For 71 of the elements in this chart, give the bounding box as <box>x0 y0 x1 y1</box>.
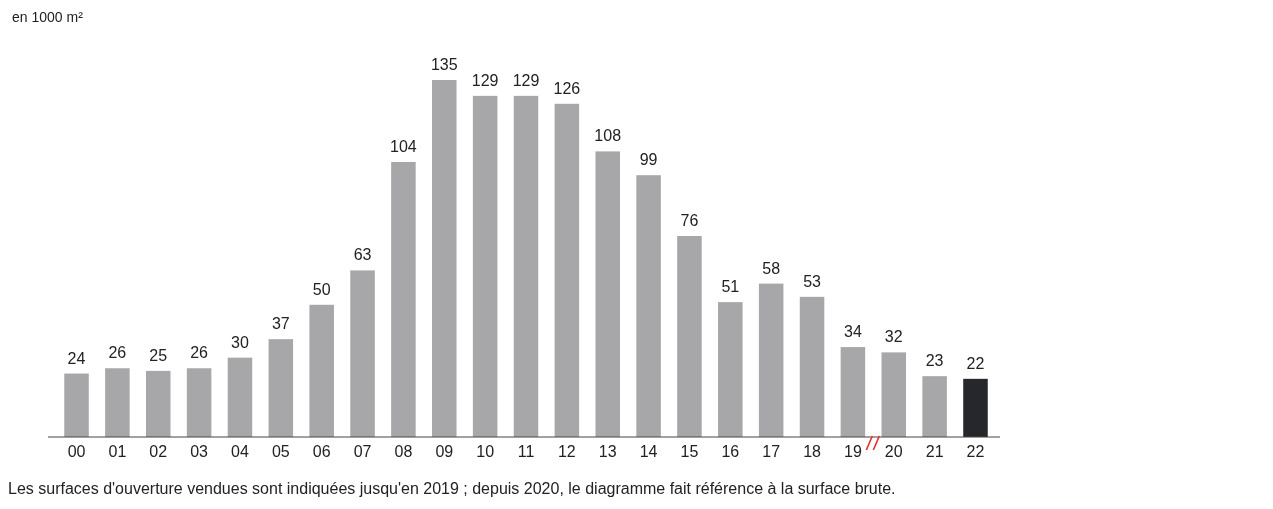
data-label: 104 <box>390 137 417 155</box>
bar <box>963 378 988 437</box>
bar <box>513 95 539 437</box>
x-tick-label: 20 <box>884 443 903 461</box>
x-tick-label: 06 <box>312 443 331 461</box>
x-tick-label: 12 <box>557 443 576 461</box>
text: Les surfaces d'ouverture vendues sont indiquées jusqu'en 2019 ; depuis 2020, le diagramme fait référence à la surface brute. <box>8 480 896 497</box>
bar <box>186 368 212 437</box>
data-label: 26 <box>190 344 209 362</box>
bar <box>758 283 784 437</box>
bar <box>432 80 457 437</box>
data-label: 22 <box>966 354 985 372</box>
bar <box>922 376 947 437</box>
data-label: 76 <box>680 212 699 230</box>
x-tick-label: 03 <box>190 443 209 461</box>
data-label: 63 <box>353 246 372 264</box>
x-tick-label: 07 <box>353 443 372 461</box>
data-label: 23 <box>925 352 944 370</box>
bar <box>391 161 416 437</box>
data-label: 129 <box>512 71 540 89</box>
bar <box>718 302 743 437</box>
x-tick-label: 17 <box>762 443 781 461</box>
x-tick-label: 01 <box>108 443 127 461</box>
bar <box>350 270 375 437</box>
bar <box>881 352 907 437</box>
x-tick-label: 15 <box>680 443 699 461</box>
bar <box>227 357 253 437</box>
x-tick-label: 08 <box>394 443 413 461</box>
x-tick-label: 00 <box>67 443 86 461</box>
bar <box>595 151 620 437</box>
x-tick-label: 21 <box>925 443 944 461</box>
x-tick-label: 09 <box>435 443 454 461</box>
x-tick-label: 14 <box>639 443 658 461</box>
x-tick-label: 04 <box>231 443 249 461</box>
x-tick-label: 22 <box>966 443 985 461</box>
bar <box>145 370 171 437</box>
data-label: 30 <box>231 333 249 351</box>
data-label: 26 <box>108 344 127 362</box>
x-tick-label: 11 <box>517 443 535 461</box>
data-label: 108 <box>594 127 622 145</box>
data-label: 34 <box>844 323 862 341</box>
data-label: 51 <box>721 278 740 296</box>
data-label: 99 <box>639 151 658 169</box>
bar <box>636 175 661 437</box>
data-label: 50 <box>312 280 331 298</box>
data-label: 37 <box>271 315 290 333</box>
data-label: 126 <box>553 79 581 97</box>
data-label: 129 <box>471 71 499 89</box>
x-tick-label: 02 <box>149 443 168 461</box>
bar <box>799 296 825 437</box>
bar <box>64 373 89 437</box>
data-label: 24 <box>67 349 86 367</box>
bar <box>472 95 498 437</box>
x-tick-label: 05 <box>271 443 290 461</box>
bar <box>268 339 294 437</box>
data-label: 135 <box>430 56 458 73</box>
x-tick-label: 13 <box>598 443 617 461</box>
bar <box>554 103 580 437</box>
x-tick-label: 10 <box>476 443 495 461</box>
y-axis-title: en 1000 m² <box>12 9 84 25</box>
data-label: 32 <box>884 328 903 346</box>
data-label: 25 <box>149 346 168 364</box>
data-label: 53 <box>803 272 822 290</box>
x-tick-label: 18 <box>803 443 822 461</box>
x-tick-label: 16 <box>721 443 740 461</box>
bar <box>105 368 130 437</box>
data-label: 58 <box>762 259 781 277</box>
bar <box>677 236 702 437</box>
bar <box>309 304 334 437</box>
bar <box>840 347 866 437</box>
x-tick-label: 19 <box>844 443 862 461</box>
